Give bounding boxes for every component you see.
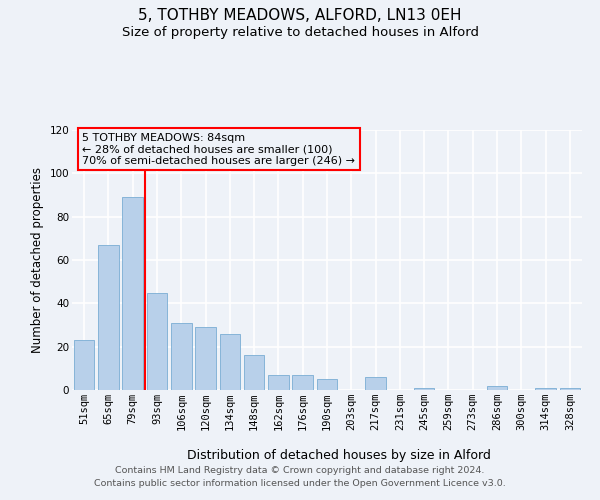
Bar bbox=[317, 379, 337, 390]
Text: 5, TOTHBY MEADOWS, ALFORD, LN13 0EH: 5, TOTHBY MEADOWS, ALFORD, LN13 0EH bbox=[138, 8, 462, 22]
Bar bbox=[74, 340, 94, 390]
Text: 5 TOTHBY MEADOWS: 84sqm
← 28% of detached houses are smaller (100)
70% of semi-d: 5 TOTHBY MEADOWS: 84sqm ← 28% of detache… bbox=[82, 132, 355, 166]
Bar bbox=[414, 388, 434, 390]
Bar bbox=[195, 327, 216, 390]
Bar bbox=[98, 245, 119, 390]
Bar bbox=[268, 375, 289, 390]
Bar bbox=[365, 377, 386, 390]
Bar bbox=[487, 386, 508, 390]
Text: Contains HM Land Registry data © Crown copyright and database right 2024.
Contai: Contains HM Land Registry data © Crown c… bbox=[94, 466, 506, 487]
Y-axis label: Number of detached properties: Number of detached properties bbox=[31, 167, 44, 353]
Bar bbox=[146, 292, 167, 390]
Bar bbox=[292, 375, 313, 390]
Text: Distribution of detached houses by size in Alford: Distribution of detached houses by size … bbox=[187, 450, 491, 462]
Text: Size of property relative to detached houses in Alford: Size of property relative to detached ho… bbox=[121, 26, 479, 39]
Bar bbox=[244, 356, 265, 390]
Bar bbox=[560, 388, 580, 390]
Bar bbox=[535, 388, 556, 390]
Bar bbox=[220, 334, 240, 390]
Bar bbox=[171, 323, 191, 390]
Bar bbox=[122, 197, 143, 390]
